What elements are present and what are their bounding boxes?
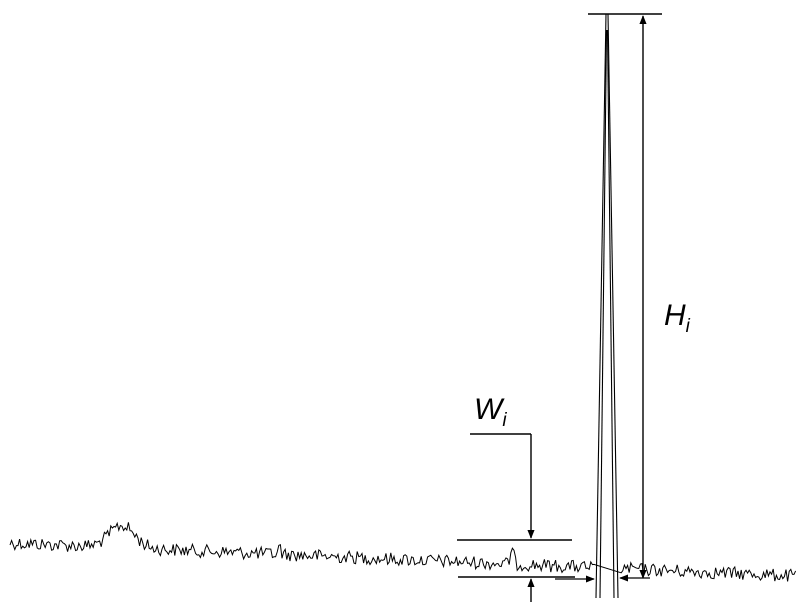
baseline-noise-trace — [9, 521, 797, 582]
width-dimension — [457, 433, 575, 602]
height-label: Hi — [664, 299, 691, 337]
main-peak — [595, 13, 619, 599]
height-dimension — [555, 13, 662, 583]
width-label: Wi — [474, 393, 507, 431]
